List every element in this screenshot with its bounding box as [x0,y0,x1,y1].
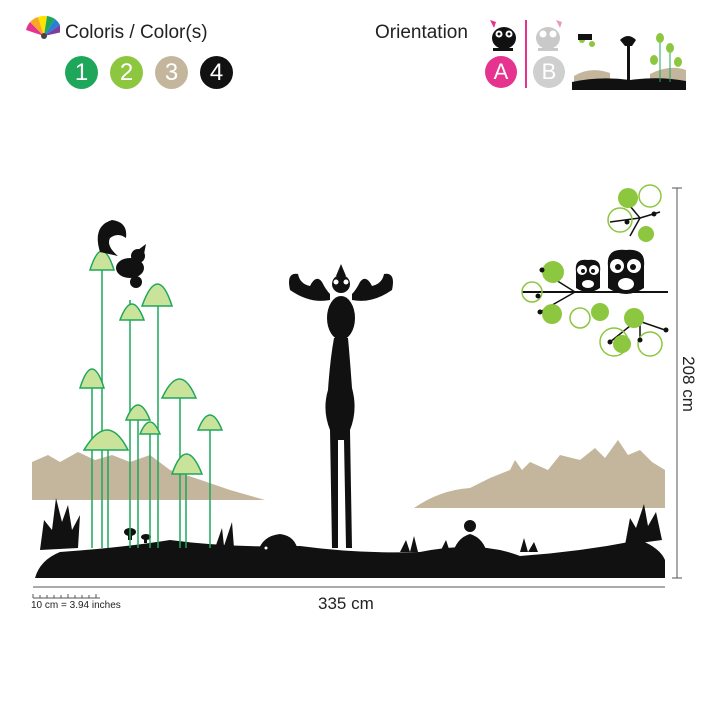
color-3-circle: 3 [155,56,188,89]
color-4-circle: 4 [200,56,233,89]
palette-icon [24,10,60,40]
color-2-circle: 2 [110,56,143,89]
scale-label: 10 cm = 3.94 inches [31,600,121,611]
moose [289,264,393,548]
orientation-b-button[interactable]: B [533,56,565,88]
background-hills-right [414,440,665,508]
colors-label: Coloris / Color(s) [65,22,208,43]
orientation-a-button[interactable]: A [485,56,517,88]
orientation-preview-thumbnail [570,18,688,90]
owl-branch [521,184,669,357]
tall-plants [91,270,211,548]
height-label: 208 cm [679,356,698,412]
width-label: 335 cm [318,594,374,613]
plant-heads [78,250,224,475]
orientation-b-creature-icon [530,18,568,54]
color-1-circle: 1 [65,56,98,89]
squirrel [97,220,146,288]
background-hills-left [32,452,265,500]
scale-ruler [32,594,100,599]
orientation-label: Orientation [375,22,468,43]
ground-silhouette [35,540,665,578]
orientation-divider [525,20,527,88]
orientation-a-creature-icon [484,18,522,54]
